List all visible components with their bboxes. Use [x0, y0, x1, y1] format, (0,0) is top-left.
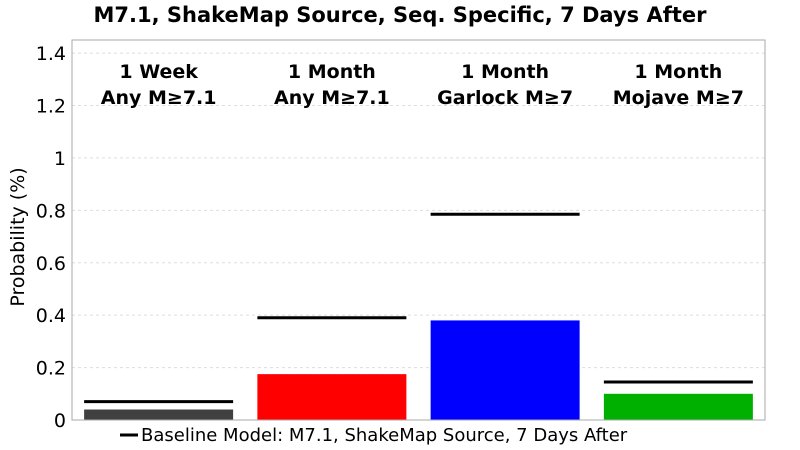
category-label-line2: Garlock M≥7 — [437, 87, 573, 109]
grid — [72, 52, 765, 369]
y-tick-label: 1.2 — [36, 96, 66, 118]
plot-frame — [71, 39, 766, 421]
y-tick-label: 0.4 — [36, 305, 66, 327]
category-label-line2: Any M≥7.1 — [274, 87, 390, 109]
category-label-line1: 1 Month — [288, 61, 376, 83]
bar — [84, 409, 234, 420]
category-label-line1: 1 Month — [461, 61, 549, 83]
category-label-line2: Any M≥7.1 — [101, 87, 217, 109]
category-label-line1: 1 Month — [634, 61, 722, 83]
category-label-line1: 1 Week — [119, 61, 198, 83]
bars — [84, 320, 753, 420]
y-tick-labels: 0 0.2 0.4 0.6 0.8 1 1.2 1.4 — [36, 43, 66, 432]
y-tick-label: 1.4 — [36, 43, 66, 65]
category-labels: 1 Week Any M≥7.1 1 Month Any M≥7.1 1 Month Ga… — [101, 61, 744, 109]
legend-baseline-label: Baseline Model: M7.1, ShakeMap Source, 7… — [141, 425, 628, 446]
category-label-line2: Mojave M≥7 — [613, 87, 744, 109]
chart-title: M7.1, ShakeMap Source, Seq. Specific, 7 … — [94, 3, 708, 27]
y-axis-label: Probability (%) — [7, 167, 29, 306]
bar — [430, 320, 580, 420]
legend: Baseline Model: M7.1, ShakeMap Source, 7… — [120, 425, 628, 446]
baseline-markers — [84, 212, 753, 404]
y-tick-label: 0.6 — [36, 253, 66, 275]
y-tick-label: 0.8 — [36, 200, 66, 222]
y-tick-label: 0.2 — [36, 358, 66, 380]
y-tick-label: 1 — [54, 148, 66, 170]
bar — [257, 374, 407, 420]
bar — [603, 393, 753, 420]
y-tick-label: 0 — [54, 410, 66, 432]
